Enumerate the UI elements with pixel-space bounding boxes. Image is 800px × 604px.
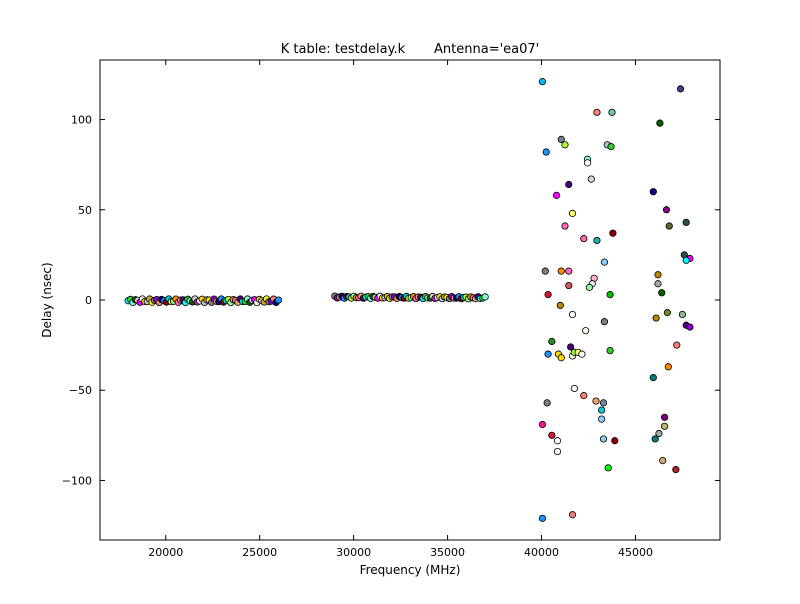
data-point (552, 191, 561, 199)
data-point (682, 256, 690, 264)
x-tick-label: 25000 (242, 546, 277, 559)
data-point (583, 159, 592, 167)
chart-title: K table: testdelay.k Antenna='ea07' (281, 42, 540, 57)
data-point (538, 514, 547, 522)
data-point (578, 350, 586, 358)
data-point (654, 280, 662, 288)
data-point (600, 318, 609, 326)
data-point (598, 406, 606, 414)
data-point (673, 341, 681, 349)
data-point (548, 337, 556, 346)
data-point (606, 290, 614, 299)
data-point (672, 466, 680, 474)
data-point (662, 206, 671, 214)
data-point (557, 354, 565, 362)
data-point (561, 222, 569, 230)
axis-ticks: 20000 25000 30000 35000 40000 45000 −100 −50 0 50… (62, 60, 720, 559)
y-tick-label: 50 (78, 204, 92, 217)
y-tick-label: −100 (62, 474, 92, 487)
data-point (599, 435, 608, 443)
x-tick-label: 35000 (430, 546, 465, 559)
data-point (593, 108, 601, 116)
data-point (654, 271, 662, 279)
data-point (538, 420, 547, 429)
data-point (598, 415, 606, 423)
data-point (557, 267, 565, 275)
data-point (548, 431, 556, 439)
data-point (557, 135, 565, 143)
data-point (587, 175, 595, 183)
data-point (658, 289, 666, 297)
data-point (608, 108, 616, 116)
data-point (568, 209, 577, 217)
data-point (649, 188, 657, 196)
data-point (656, 119, 664, 127)
data-point (565, 281, 573, 290)
y-tick-label: 0 (85, 294, 92, 307)
data-point (274, 296, 283, 304)
data-point (580, 235, 588, 243)
data-point (585, 283, 594, 291)
data-point (609, 229, 617, 237)
data-point (649, 373, 657, 382)
data-point (676, 85, 685, 93)
data-point (651, 435, 659, 443)
data-point (481, 293, 489, 301)
data-point (570, 384, 578, 393)
data-points (124, 78, 694, 522)
data-point (538, 78, 547, 86)
data-point (565, 267, 573, 275)
data-point (659, 456, 667, 465)
x-axis-label: Frequency (MHz) (360, 563, 461, 577)
data-point (592, 397, 600, 405)
data-point (660, 413, 669, 421)
data-point (665, 222, 673, 230)
x-tick-label: 20000 (148, 546, 183, 559)
y-tick-label: −50 (69, 384, 92, 397)
y-axis-label: Delay (nsec) (40, 262, 54, 337)
data-point (580, 392, 588, 400)
data-point (553, 437, 562, 445)
data-point (568, 511, 577, 519)
data-point (607, 143, 615, 151)
data-point (686, 323, 694, 331)
x-tick-label: 40000 (524, 546, 559, 559)
data-point (600, 258, 609, 266)
data-point (604, 464, 612, 472)
data-point (606, 346, 614, 355)
data-point (544, 290, 552, 299)
data-point (582, 327, 590, 335)
data-point (664, 363, 672, 371)
x-tick-label: 45000 (618, 546, 653, 559)
data-point (660, 422, 669, 430)
data-point (599, 399, 608, 407)
y-tick-label: 100 (71, 114, 92, 127)
x-tick-label: 30000 (336, 546, 371, 559)
data-point (568, 310, 577, 319)
data-point (565, 180, 573, 189)
data-point (544, 350, 552, 358)
data-point (611, 437, 619, 445)
data-point (553, 447, 562, 456)
data-point (556, 301, 564, 310)
data-point (655, 429, 663, 438)
data-point (678, 310, 687, 319)
data-point (682, 218, 690, 227)
data-point (541, 267, 549, 275)
data-point (567, 343, 575, 351)
data-point (663, 309, 671, 317)
data-point (543, 399, 551, 407)
data-point (652, 314, 660, 322)
data-point (542, 148, 550, 156)
data-point (593, 236, 601, 245)
data-point (561, 141, 569, 149)
